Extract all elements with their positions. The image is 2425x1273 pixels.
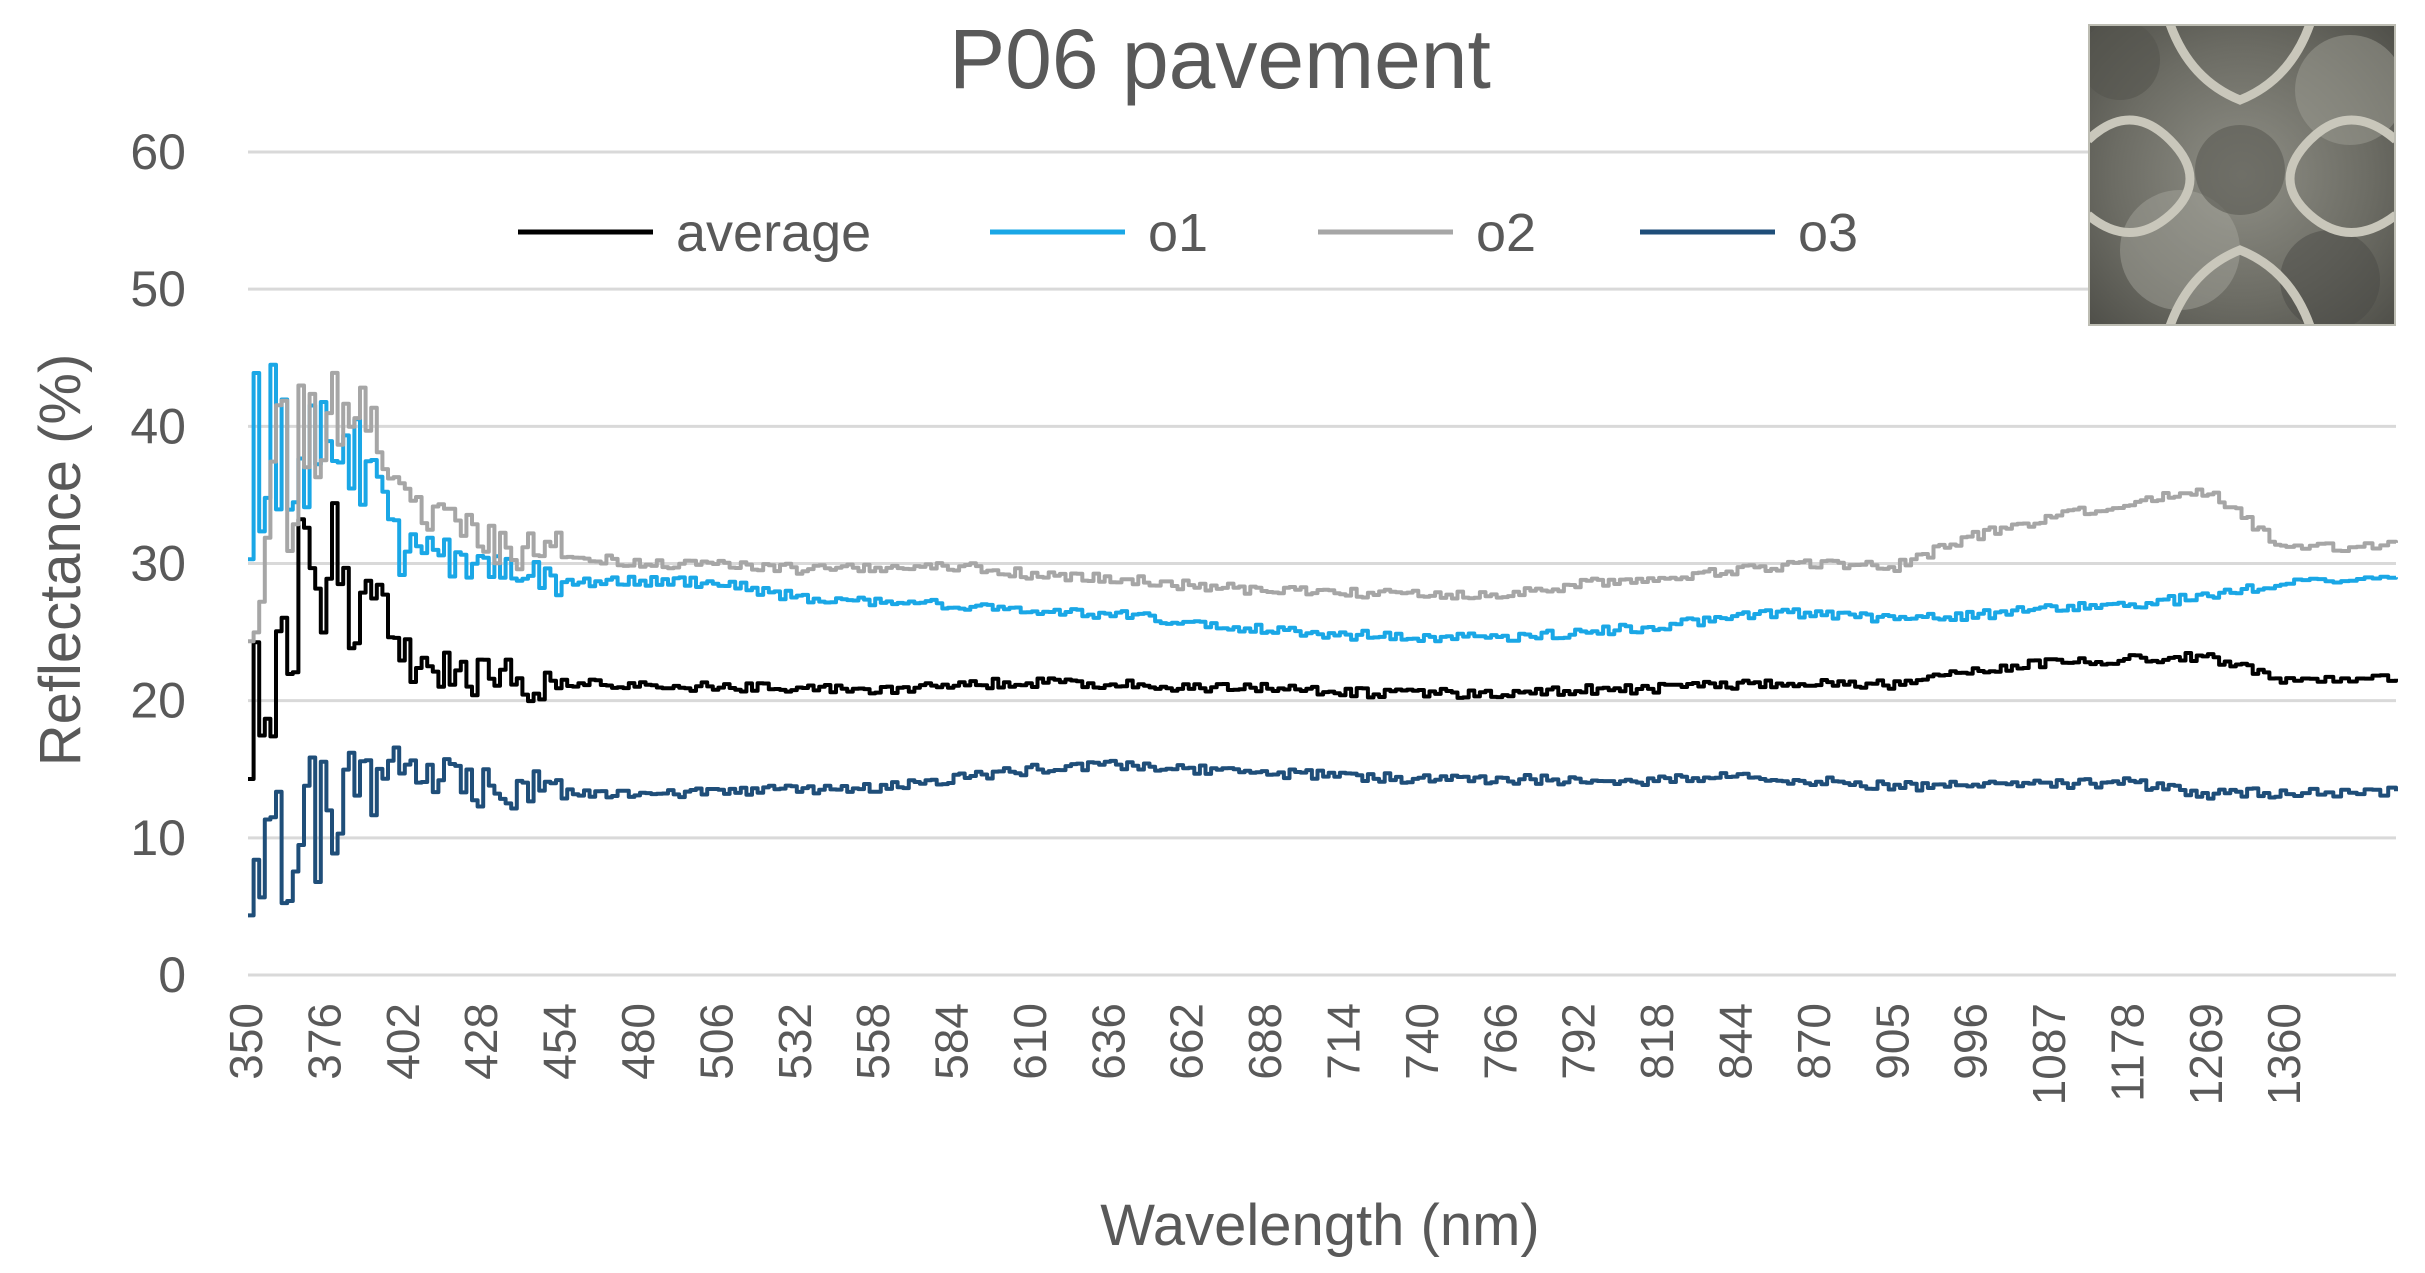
- y-tick-labels: 0 10 20 30 40 50 60: [130, 124, 186, 1003]
- gridlines: [248, 150, 2396, 977]
- x-tick-label: 766: [1474, 1003, 1526, 1080]
- x-tick-label: 714: [1318, 1003, 1370, 1080]
- series-lines: [248, 362, 2398, 918]
- y-tick-label: 60: [130, 124, 186, 180]
- y-tick-label: 20: [130, 673, 186, 729]
- legend: average o1 o2 o3: [518, 203, 1858, 263]
- y-tick-label: 30: [130, 536, 186, 592]
- legend-label-o3: o3: [1798, 203, 1858, 263]
- legend-label-o2: o2: [1476, 203, 1536, 263]
- x-tick-label: 740: [1396, 1003, 1448, 1080]
- x-axis-label: Wavelength (nm): [1100, 1193, 1539, 1258]
- x-tick-label: 454: [534, 1003, 586, 1080]
- x-tick-label: 350: [220, 1003, 272, 1080]
- x-tick-label: 1360: [2258, 1003, 2310, 1105]
- legend-label-o1: o1: [1148, 203, 1208, 263]
- x-tick-labels: 350 376 402 428 454 480 506 532 558 584 610 636 662 6…: [220, 1003, 2310, 1105]
- y-tick-label: 50: [130, 261, 186, 317]
- x-tick-label: 636: [1082, 1003, 1134, 1080]
- y-tick-label: 0: [158, 947, 186, 1003]
- x-tick-label: 996: [1945, 1003, 1997, 1080]
- x-tick-label: 532: [769, 1003, 821, 1080]
- legend-label-average: average: [676, 203, 871, 263]
- x-tick-label: 818: [1631, 1003, 1683, 1080]
- series-line-average: [248, 501, 2398, 781]
- series-line-o2: [248, 370, 2398, 644]
- x-tick-label: 506: [690, 1003, 742, 1080]
- x-tick-label: 584: [926, 1003, 978, 1080]
- x-tick-label: 480: [612, 1003, 664, 1080]
- x-tick-label: 1178: [2101, 1003, 2153, 1102]
- x-tick-label: 662: [1161, 1003, 1213, 1080]
- x-tick-label: 558: [847, 1003, 899, 1080]
- series-line-o1: [248, 362, 2398, 644]
- x-tick-label: 844: [1709, 1003, 1761, 1080]
- x-tick-label: 402: [377, 1003, 429, 1080]
- x-tick-label: 428: [455, 1003, 507, 1080]
- series-line-o3: [248, 745, 2398, 918]
- x-tick-label: 1087: [2023, 1003, 2075, 1105]
- chart-title: P06 pavement: [949, 12, 1491, 106]
- x-tick-label: 870: [1788, 1003, 1840, 1080]
- y-axis-label: Reflectance (%): [28, 354, 93, 767]
- pavement-photo: [2088, 24, 2396, 326]
- x-tick-label: 1269: [2180, 1003, 2232, 1105]
- x-tick-label: 905: [1866, 1003, 1918, 1080]
- x-tick-label: 376: [298, 1003, 350, 1080]
- y-tick-label: 40: [130, 398, 186, 454]
- x-tick-label: 688: [1239, 1003, 1291, 1080]
- x-tick-label: 792: [1553, 1003, 1605, 1080]
- y-tick-label: 10: [130, 810, 186, 866]
- x-tick-label: 610: [1004, 1003, 1056, 1080]
